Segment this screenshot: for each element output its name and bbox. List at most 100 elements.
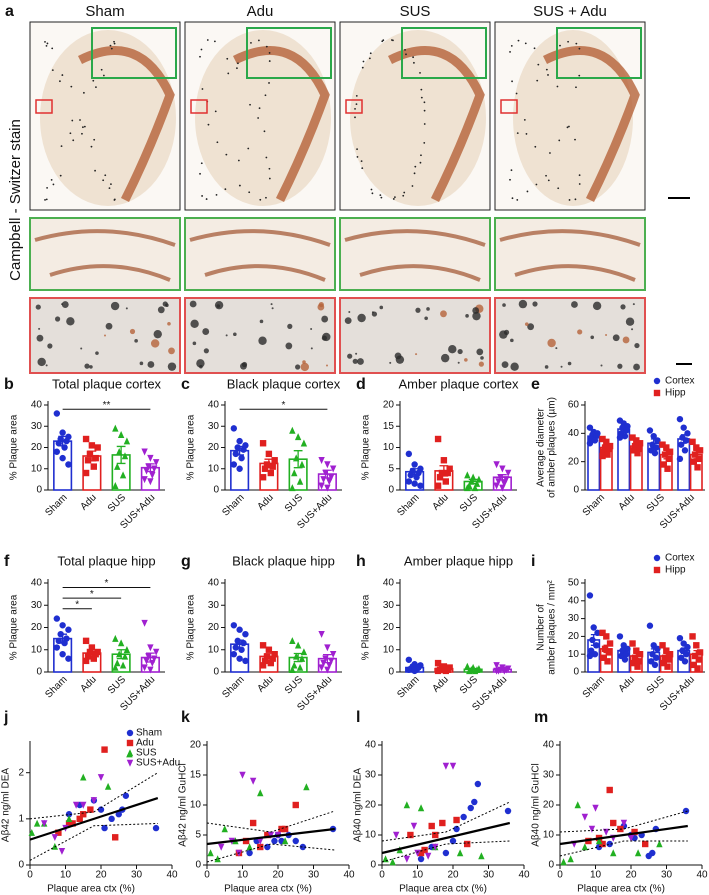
plaque xyxy=(357,313,366,323)
panel-letter: c xyxy=(181,376,190,393)
data-point xyxy=(653,554,661,562)
data-point xyxy=(593,642,600,649)
ci-line xyxy=(29,772,159,820)
y-axis-label: % Plaque area xyxy=(9,594,20,660)
data-point xyxy=(141,448,148,456)
plaque xyxy=(357,358,364,365)
x-tick-label: SUS xyxy=(645,674,668,697)
plaque-dot xyxy=(361,167,364,170)
plaque-dot xyxy=(525,133,528,135)
plaque xyxy=(472,311,481,321)
data-point xyxy=(501,667,508,675)
data-point xyxy=(497,474,504,481)
x-tick-label: Adu xyxy=(431,492,451,512)
ci-line xyxy=(559,810,688,833)
plaque-dot xyxy=(578,74,581,77)
plaque-dot xyxy=(381,40,384,43)
data-point xyxy=(504,807,512,815)
plaque-dot xyxy=(403,191,406,194)
data-point xyxy=(147,478,154,486)
x-axis-label: Plaque area ctx (%) xyxy=(399,884,487,895)
inset-box xyxy=(345,99,363,114)
plaque-dot xyxy=(95,86,97,89)
data-point xyxy=(629,640,636,647)
data-point xyxy=(289,426,296,434)
y-tick-label: 0 xyxy=(573,485,579,496)
x-tick-label: SUS xyxy=(106,674,129,697)
legend-label: Sham xyxy=(136,728,162,739)
y-tick-label: 5 xyxy=(388,463,394,474)
plaque xyxy=(35,304,41,310)
data-point xyxy=(147,644,154,652)
plaque xyxy=(139,361,144,366)
data-point xyxy=(438,469,446,477)
data-point xyxy=(695,455,703,463)
chart-title: Total plaque hipp xyxy=(57,553,155,568)
chart-title: Amber plaque cortex xyxy=(399,376,519,391)
data-point xyxy=(428,822,435,830)
data-point xyxy=(300,439,308,447)
y-tick-label: 20 xyxy=(543,800,555,811)
y-tick-label: 40 xyxy=(31,400,43,411)
plaque xyxy=(259,319,264,324)
data-point xyxy=(76,815,83,823)
data-point xyxy=(271,457,278,464)
plaque-dot xyxy=(100,68,103,71)
plaque-dot xyxy=(90,145,93,148)
data-point xyxy=(434,482,442,489)
data-point xyxy=(499,465,506,473)
y-tick-label: 15 xyxy=(383,421,395,432)
data-point xyxy=(460,813,467,821)
x-tick-label: Adu xyxy=(79,674,99,694)
data-point xyxy=(434,435,442,443)
data-point xyxy=(82,657,90,665)
plaque xyxy=(465,314,469,318)
data-point xyxy=(631,654,639,661)
x-tick-label: 20 xyxy=(95,870,107,881)
ci-line xyxy=(206,843,335,863)
data-point xyxy=(240,639,247,647)
data-point xyxy=(405,478,413,485)
data-point xyxy=(65,815,73,823)
x-tick-label: SUS xyxy=(645,492,668,515)
data-point xyxy=(123,646,131,653)
data-point xyxy=(592,804,599,812)
y-tick-label: 5 xyxy=(195,830,201,841)
column-title: Sham xyxy=(85,3,124,20)
data-point xyxy=(143,467,150,475)
panel-letter: a xyxy=(5,3,14,20)
data-point xyxy=(246,843,253,851)
plaque xyxy=(634,342,640,349)
plaque-dot xyxy=(268,177,271,180)
plaque xyxy=(147,361,155,368)
data-point xyxy=(432,831,439,839)
data-point xyxy=(633,437,640,444)
y-tick-label: 20 xyxy=(208,442,220,453)
plaque-dot xyxy=(45,198,48,201)
y-axis-label: % Plaque area xyxy=(361,594,372,660)
plaque-dot xyxy=(102,179,105,182)
data-point xyxy=(651,449,659,457)
panel-letter: l xyxy=(356,709,360,726)
data-point xyxy=(88,442,96,449)
data-point xyxy=(665,656,673,663)
data-point xyxy=(90,463,98,470)
plaque-dot xyxy=(380,196,383,199)
plaque-dot xyxy=(200,162,203,165)
plaque-dot xyxy=(46,186,48,189)
plaque xyxy=(632,303,635,306)
data-point xyxy=(440,457,448,464)
plaque xyxy=(567,361,572,366)
y-tick-label: 0 xyxy=(388,485,394,496)
data-point xyxy=(665,455,673,463)
x-tick-label: 20 xyxy=(272,870,284,881)
data-point xyxy=(654,437,661,444)
data-point xyxy=(329,465,337,473)
significance-label: * xyxy=(75,599,79,610)
plaque xyxy=(54,316,61,322)
micrograph-zoom xyxy=(184,297,336,374)
data-point xyxy=(599,452,606,460)
plaque-dot xyxy=(510,45,513,47)
y-tick-label: 30 xyxy=(31,600,43,611)
x-tick-label: SUS xyxy=(458,492,481,515)
